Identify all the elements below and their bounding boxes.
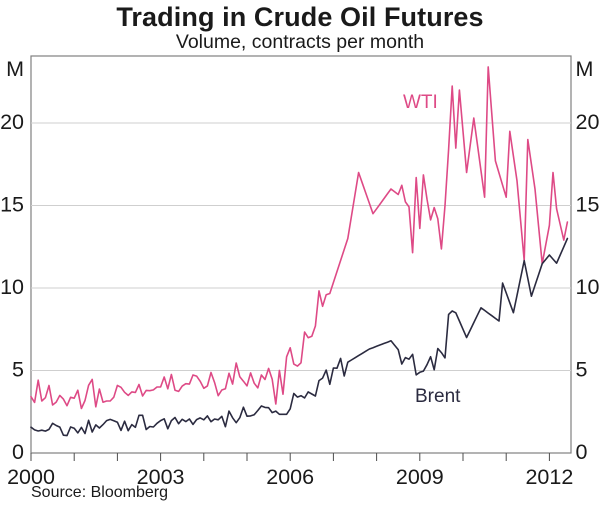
svg-text:15: 15 bbox=[0, 193, 24, 217]
svg-text:20: 20 bbox=[576, 110, 600, 134]
svg-text:2006: 2006 bbox=[266, 465, 314, 489]
svg-text:2003: 2003 bbox=[137, 465, 185, 489]
svg-text:0: 0 bbox=[12, 440, 24, 464]
svg-text:2009: 2009 bbox=[396, 465, 444, 489]
svg-text:5: 5 bbox=[12, 358, 24, 382]
svg-text:2012: 2012 bbox=[525, 465, 573, 489]
svg-text:0: 0 bbox=[576, 440, 588, 464]
svg-text:M: M bbox=[6, 57, 24, 81]
svg-text:2000: 2000 bbox=[7, 465, 55, 489]
svg-text:10: 10 bbox=[576, 275, 600, 299]
svg-text:WTI: WTI bbox=[403, 92, 438, 113]
svg-text:5: 5 bbox=[576, 358, 588, 382]
svg-text:10: 10 bbox=[0, 275, 24, 299]
svg-text:Brent: Brent bbox=[415, 386, 461, 407]
svg-text:M: M bbox=[576, 57, 594, 81]
svg-text:20: 20 bbox=[0, 110, 24, 134]
svg-text:15: 15 bbox=[576, 193, 600, 217]
